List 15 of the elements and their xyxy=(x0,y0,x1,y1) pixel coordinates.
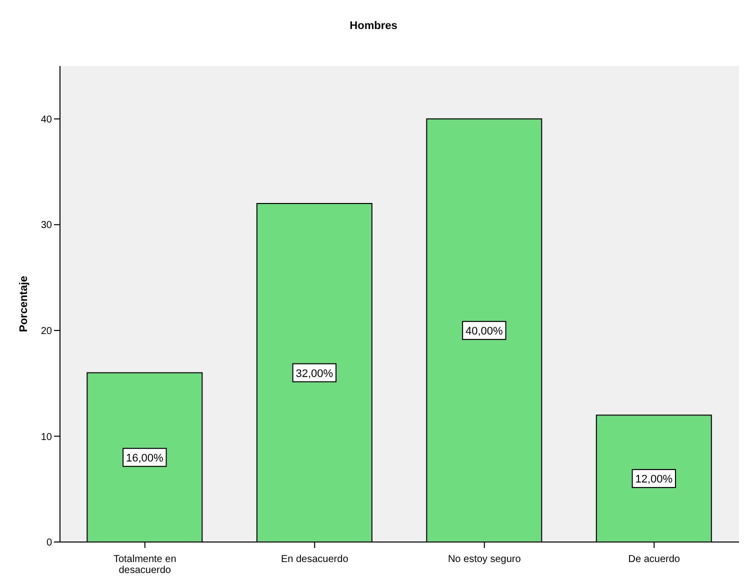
x-tick-label: No estoy seguro xyxy=(448,554,522,565)
x-tick-label: Totalmente en desacuerdo xyxy=(113,554,176,576)
data-label: 40,00% xyxy=(466,325,504,338)
y-tick-label: 10 xyxy=(40,432,52,443)
chart-title: Hombres xyxy=(348,19,398,34)
y-tick-label: 20 xyxy=(40,326,52,337)
x-tick-label: En desacuerdo xyxy=(280,554,349,565)
data-label: 16,00% xyxy=(126,452,164,464)
y-axis-title: Porcentaje xyxy=(18,276,30,332)
y-tick-label: 0 xyxy=(46,538,52,549)
x-tick-label: De acuerdo xyxy=(628,554,680,565)
y-tick-label: 40 xyxy=(40,114,52,126)
data-label: 32,00% xyxy=(296,368,334,380)
data-label: 12,00% xyxy=(635,474,673,486)
y-tick-label: 30 xyxy=(40,220,52,232)
